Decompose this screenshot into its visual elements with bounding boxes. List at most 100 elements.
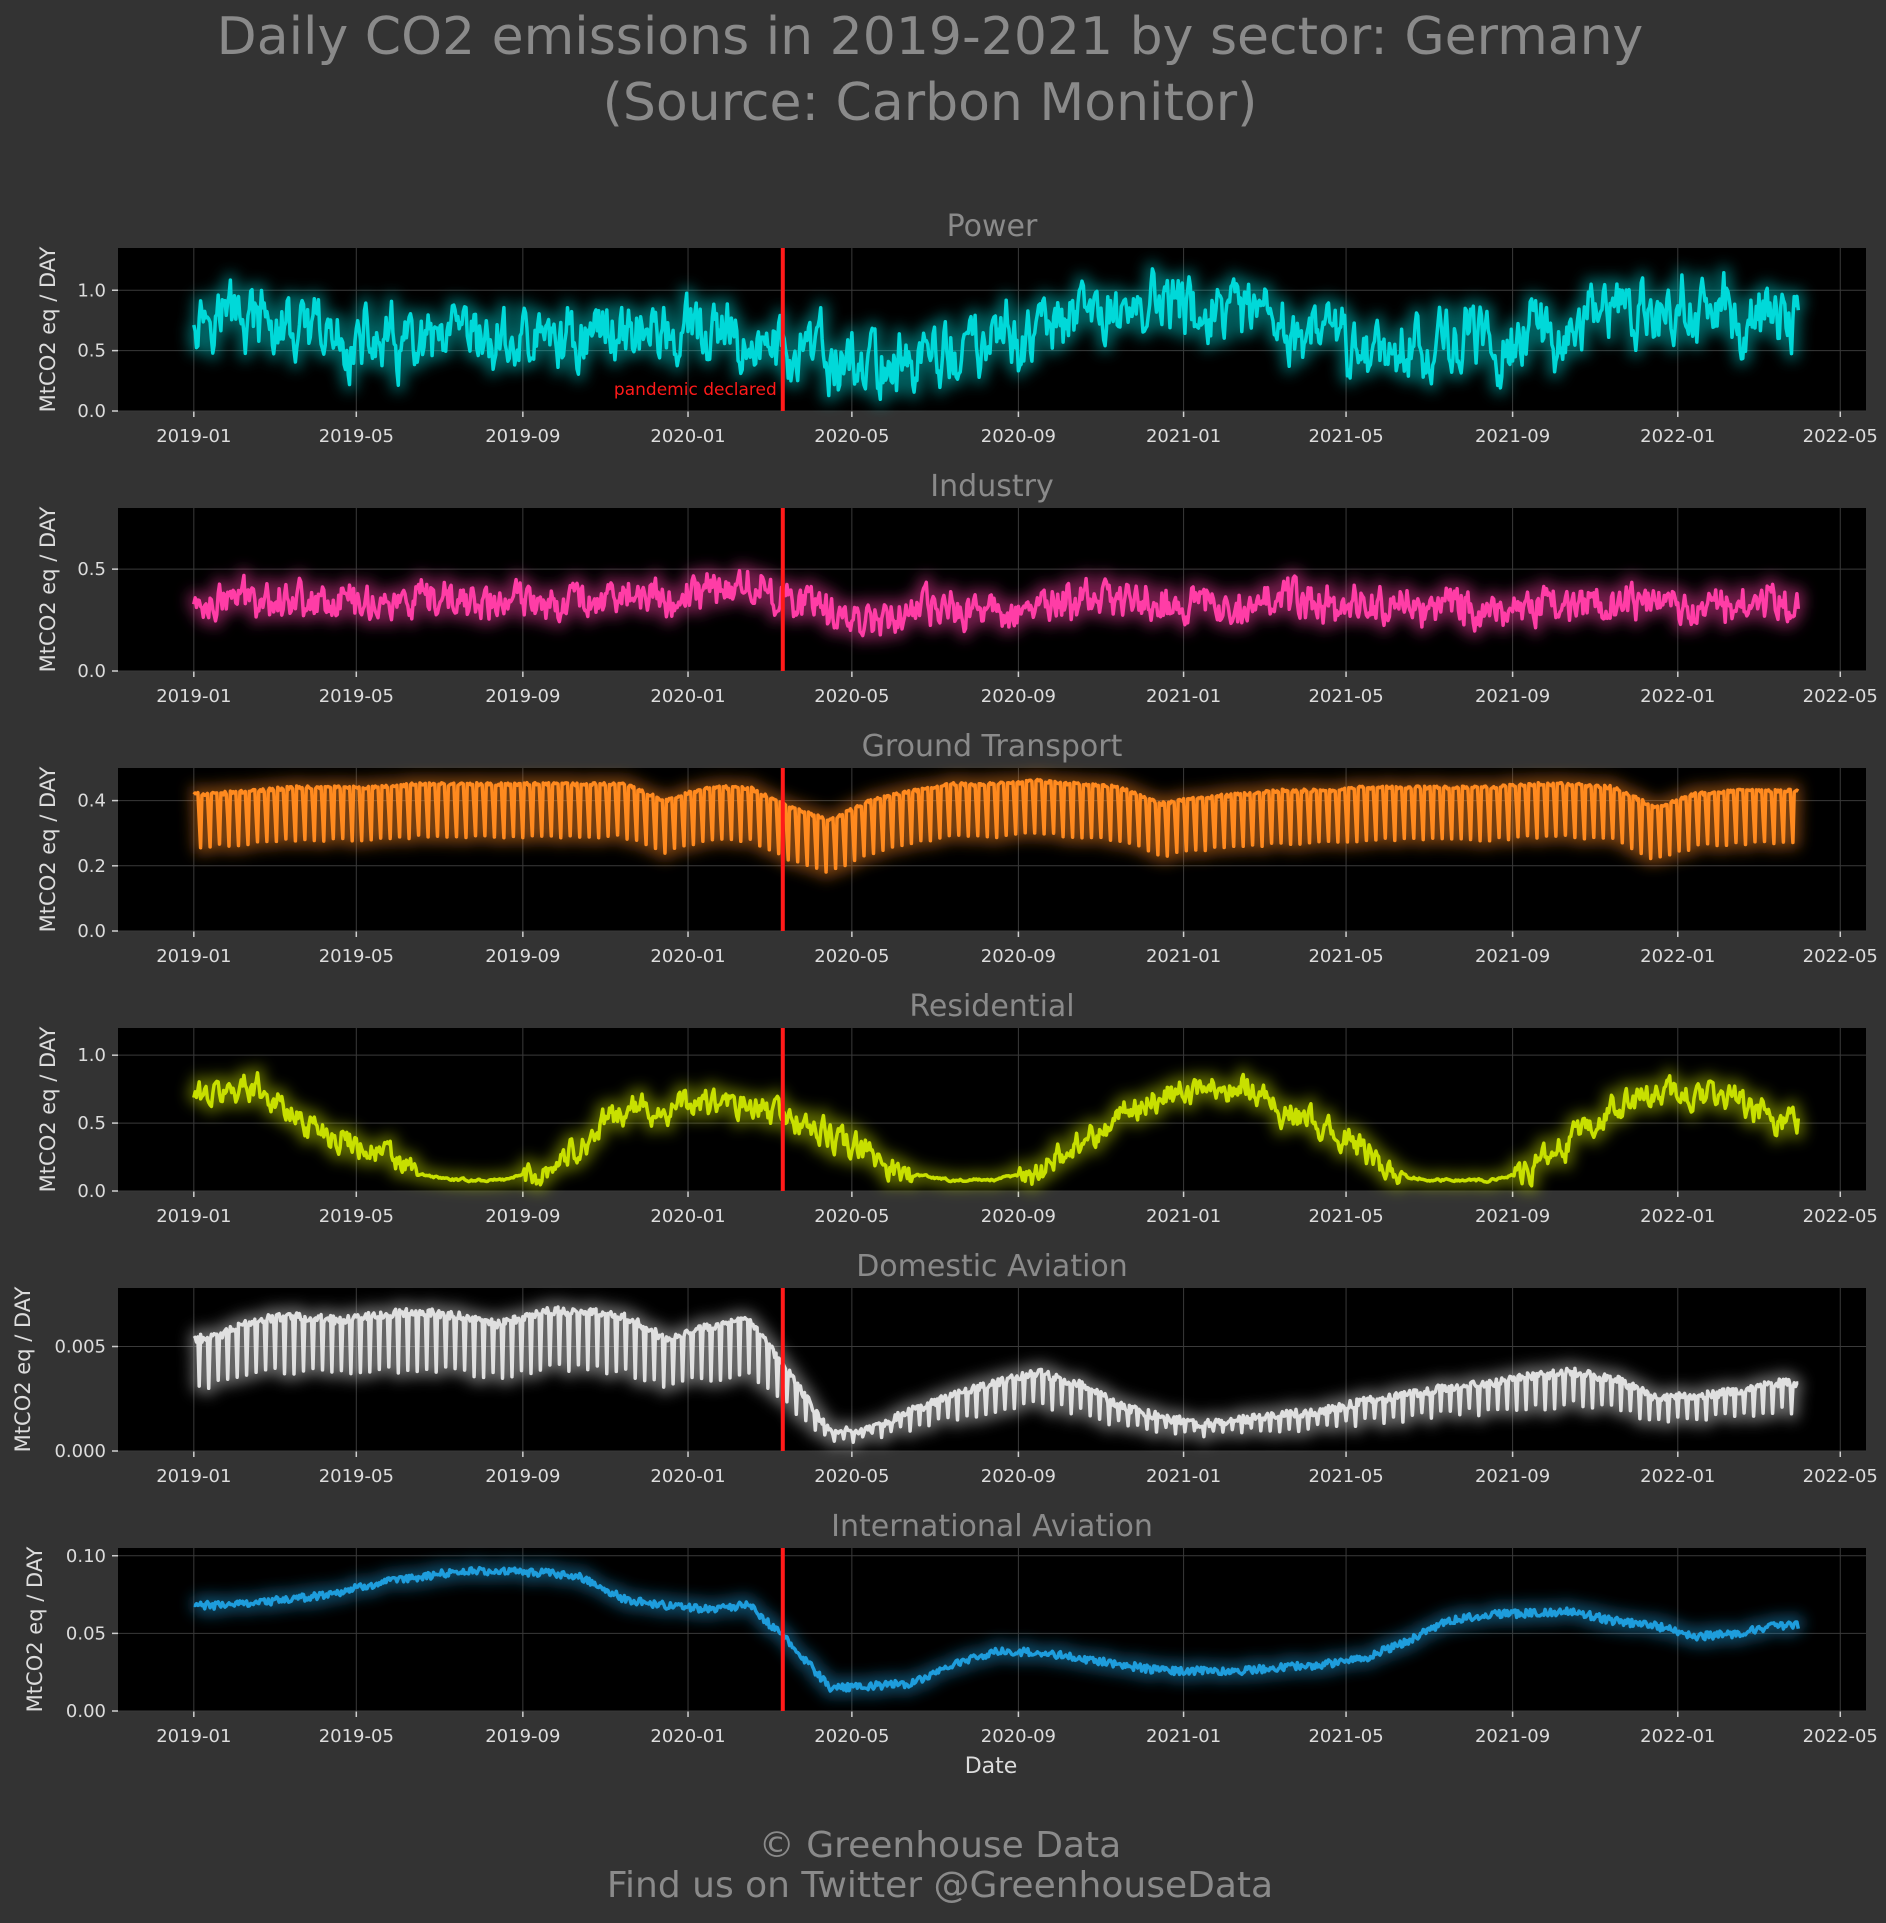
x-tick-label: 2021-05 — [1308, 1206, 1383, 1227]
x-tick-label: 2020-09 — [981, 1726, 1056, 1747]
x-tick-label: 2020-09 — [981, 1206, 1056, 1227]
x-tick-label: 2022-05 — [1803, 1466, 1878, 1487]
panel-industry: Industry 2019-01 2019-05 2019-09 2020-01 2020… — [36, 469, 1878, 707]
series-line-domestic-aviation — [192, 1305, 1799, 1445]
x-tick-label: 2020-05 — [814, 426, 889, 447]
y-tick-label: 0.0 — [77, 921, 106, 942]
x-tick-label: 2021-05 — [1308, 426, 1383, 447]
x-tick-label: 2019-05 — [319, 686, 394, 707]
chart-title-line1: Daily CO2 emissions in 2019-2021 by sect… — [217, 7, 1644, 67]
x-tick-label: 2021-01 — [1146, 946, 1221, 967]
series-line-international-aviation — [193, 1565, 1801, 1693]
x-tick-label: 2019-01 — [156, 426, 231, 447]
x-tick-label: 2020-01 — [650, 426, 725, 447]
y-tick-label: 0.2 — [77, 856, 106, 877]
x-tick-label: 2021-01 — [1146, 426, 1221, 447]
credit-line2: Find us on Twitter @GreenhouseData — [607, 1865, 1273, 1906]
y-axis-label-ground-transport: MtCO2 eq / DAY — [36, 767, 60, 933]
x-tick-label: 2019-09 — [485, 946, 560, 967]
x-tick-label: 2019-05 — [319, 426, 394, 447]
y-axis-label-power: MtCO2 eq / DAY — [36, 247, 60, 413]
panel-ground-transport: Ground Transport 2019-01 2019-05 2019-09 202… — [36, 729, 1878, 967]
x-tick-label: 2019-09 — [485, 1726, 560, 1747]
y-tick-label: 0.10 — [66, 1546, 106, 1567]
y-tick-label: 0.005 — [54, 1337, 106, 1358]
x-tick-label: 2022-01 — [1640, 1206, 1715, 1227]
x-tick-label: 2020-01 — [650, 1466, 725, 1487]
y-tick-label: 0.5 — [77, 1113, 106, 1134]
panel-title-ground-transport: Ground Transport — [862, 729, 1123, 764]
x-tick-label: 2019-01 — [156, 1466, 231, 1487]
x-tick-label: 2019-01 — [156, 1726, 231, 1747]
x-tick-label: 2020-01 — [650, 686, 725, 707]
x-tick-label: 2019-09 — [485, 426, 560, 447]
x-tick-label: 2022-05 — [1803, 1206, 1878, 1227]
x-tick-label: 2020-01 — [650, 946, 725, 967]
x-tick-label: 2021-05 — [1308, 946, 1383, 967]
series-line-power — [192, 267, 1801, 402]
x-tick-label: 2021-05 — [1308, 1466, 1383, 1487]
x-tick-label: 2020-05 — [814, 946, 889, 967]
panel-title-international-aviation: International Aviation — [831, 1509, 1153, 1544]
x-tick-label: 2020-09 — [981, 1466, 1056, 1487]
x-tick-label: 2021-09 — [1475, 1466, 1550, 1487]
x-tick-label: 2019-05 — [319, 1466, 394, 1487]
panels-group: Power 2019-01 2019-05 2019-09 2020-01 2020-05… — [11, 209, 1878, 1747]
x-tick-label: 2019-05 — [319, 946, 394, 967]
y-tick-label: 0.0 — [77, 401, 106, 422]
x-tick-label: 2020-01 — [650, 1726, 725, 1747]
x-tick-label: 2020-09 — [981, 426, 1056, 447]
panel-title-residential: Residential — [909, 989, 1074, 1024]
y-axis-label-residential: MtCO2 eq / DAY — [36, 1027, 60, 1193]
x-tick-label: 2021-09 — [1475, 946, 1550, 967]
x-tick-label: 2019-05 — [319, 1206, 394, 1227]
y-axis-label-international-aviation: MtCO2 eq / DAY — [23, 1547, 47, 1713]
x-tick-label: 2021-01 — [1146, 1726, 1221, 1747]
chart-title-line2: (Source: Carbon Monitor) — [603, 73, 1258, 133]
x-tick-label: 2020-01 — [650, 1206, 725, 1227]
x-tick-label: 2020-09 — [981, 946, 1056, 967]
x-tick-label: 2022-05 — [1803, 946, 1878, 967]
x-tick-label: 2020-05 — [814, 1466, 889, 1487]
x-tick-label: 2022-05 — [1803, 1726, 1878, 1747]
panel-title-domestic-aviation: Domestic Aviation — [856, 1249, 1128, 1284]
y-tick-label: 1.0 — [77, 1045, 106, 1066]
panel-title-industry: Industry — [930, 469, 1053, 504]
panel-power: Power 2019-01 2019-05 2019-09 2020-01 2020-05… — [36, 209, 1878, 447]
x-tick-label: 2019-09 — [485, 1206, 560, 1227]
x-tick-label: 2019-01 — [156, 946, 231, 967]
x-tick-label: 2022-01 — [1640, 686, 1715, 707]
x-tick-label: 2019-01 — [156, 1206, 231, 1227]
x-tick-label: 2021-05 — [1308, 686, 1383, 707]
credit-line1: © Greenhouse Data — [759, 1825, 1121, 1866]
panel-residential: Residential 2019-01 2019-05 2019-09 2020-01 2… — [36, 989, 1878, 1227]
y-tick-label: 0.4 — [77, 791, 106, 812]
x-tick-label: 2020-05 — [814, 686, 889, 707]
x-tick-label: 2022-01 — [1640, 946, 1715, 967]
y-axis-label-domestic-aviation: MtCO2 eq / DAY — [11, 1287, 35, 1453]
y-tick-label: 0.5 — [77, 341, 106, 362]
x-tick-label: 2021-09 — [1475, 1206, 1550, 1227]
x-tick-label: 2021-01 — [1146, 1466, 1221, 1487]
series-line-industry — [192, 568, 1801, 638]
x-tick-label: 2021-09 — [1475, 686, 1550, 707]
x-tick-label: 2021-01 — [1146, 686, 1221, 707]
x-tick-label: 2020-05 — [814, 1206, 889, 1227]
x-tick-label: 2021-09 — [1475, 1726, 1550, 1747]
x-tick-label: 2022-01 — [1640, 1726, 1715, 1747]
y-tick-label: 0.00 — [66, 1701, 106, 1722]
x-axis-label: Date — [965, 1754, 1018, 1779]
x-tick-label: 2019-05 — [319, 1726, 394, 1747]
x-tick-label: 2019-09 — [485, 1466, 560, 1487]
x-tick-label: 2020-05 — [814, 1726, 889, 1747]
x-tick-label: 2021-01 — [1146, 1206, 1221, 1227]
x-tick-label: 2019-09 — [485, 686, 560, 707]
pandemic-annotation: pandemic declared — [614, 380, 777, 400]
y-tick-label: 0.000 — [54, 1441, 106, 1462]
panel-international-aviation: International Aviation 2019-01 2019-05 2019… — [23, 1509, 1878, 1747]
y-tick-label: 0.05 — [66, 1623, 106, 1644]
series-line-residential — [192, 1071, 1801, 1188]
x-tick-label: 2022-05 — [1803, 686, 1878, 707]
x-tick-label: 2021-09 — [1475, 426, 1550, 447]
